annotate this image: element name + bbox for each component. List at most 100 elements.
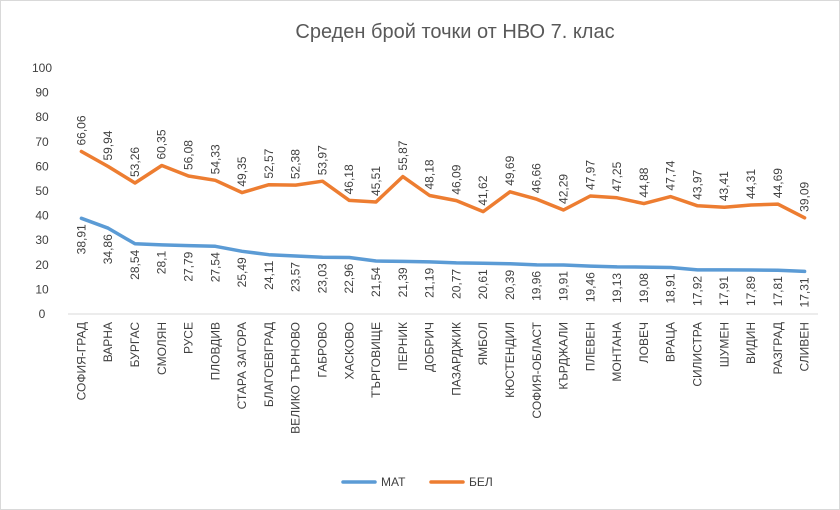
mat-data-label: 19,08 <box>637 273 651 303</box>
bel-data-label: 52,38 <box>289 149 303 179</box>
x-tick-label: ГАБРОВО <box>315 322 329 378</box>
y-axis: 0 10 20 30 40 50 60 70 80 90 100 <box>32 61 52 321</box>
mat-data-label: 22,96 <box>342 263 356 293</box>
x-tick-label: ВИДИН <box>744 322 758 364</box>
bel-data-label: 60,35 <box>155 129 169 159</box>
mat-data-label: 17,92 <box>690 276 704 306</box>
mat-data-label: 21,54 <box>369 267 383 297</box>
y-tick-label: 40 <box>35 209 49 223</box>
x-tick-label: РУСЕ <box>182 322 196 354</box>
x-tick-label: СМОЛЯН <box>155 322 169 375</box>
mat-data-label: 28,54 <box>128 249 142 279</box>
chart-title: Среден брой точки от НВО 7. клас <box>295 21 614 43</box>
mat-data-label: 24,11 <box>262 260 276 289</box>
bel-data-label: 47,97 <box>583 160 597 190</box>
bel-data-label: 48,18 <box>423 159 437 189</box>
mat-data-label: 28,1 <box>155 251 169 275</box>
legend: МАТ БЕЛ <box>341 475 493 489</box>
bel-data-label: 52,57 <box>262 148 276 178</box>
series-line <box>79 149 807 220</box>
x-axis: СОФИЯ-ГРАД ВАРНА БУРГАС СМОЛЯН РУСЕ ПЛОВДИВ СТ… <box>68 313 818 434</box>
mat-data-label: 17,31 <box>798 277 812 307</box>
bel-data-label: 66,06 <box>74 115 88 145</box>
mat-data-label: 19,46 <box>583 272 597 302</box>
mat-data-label: 20,77 <box>449 269 463 299</box>
mat-data-label: 20,39 <box>503 270 517 300</box>
bel-data-label: 53,97 <box>315 145 329 175</box>
bel-data-label: 43,41 <box>717 171 731 201</box>
mat-data-label: 23,03 <box>315 263 329 293</box>
bel-data-label: 47,25 <box>610 161 624 191</box>
y-tick-label: 50 <box>35 184 49 198</box>
x-tick-label: ТЪРГОВИЩЕ <box>369 322 383 398</box>
x-tick-label: КЪРДЖАЛИ <box>557 322 571 390</box>
mat-data-label: 27,54 <box>208 252 222 282</box>
bel-data-label: 55,87 <box>396 140 410 170</box>
bel-data-label: 49,35 <box>235 156 249 186</box>
mat-data-label: 20,61 <box>476 269 490 299</box>
mat-data-label: 18,91 <box>664 273 678 303</box>
x-tick-label: ШУМЕН <box>717 322 731 367</box>
x-tick-label: СЛИВЕН <box>798 322 812 371</box>
y-tick-label: 10 <box>35 282 49 296</box>
bel-data-label: 47,74 <box>664 160 678 190</box>
bel-data-label: 44,88 <box>637 167 651 197</box>
bel-data-label: 56,08 <box>182 140 196 170</box>
x-tick-label: ЯМБОЛ <box>476 322 490 365</box>
mat-data-label: 27,79 <box>182 251 196 281</box>
bel-data-label: 44,31 <box>744 169 758 199</box>
x-tick-label: ЛОВЕЧ <box>637 322 651 363</box>
y-tick-label: 80 <box>35 110 49 124</box>
bel-data-label: 46,18 <box>342 164 356 194</box>
legend-label: БЕЛ <box>469 475 493 489</box>
x-tick-label: СОФИЯ-ОБЛАСТ <box>530 321 544 418</box>
mat-data-label: 19,91 <box>557 271 571 301</box>
bel-data-label: 44,69 <box>771 168 785 198</box>
data-labels: 38,91 34,86 28,54 28,1 27,79 27,54 25,49 24,11 2… <box>74 115 811 307</box>
y-tick-label: 100 <box>32 61 52 75</box>
bel-data-label: 41,62 <box>476 175 490 205</box>
mat-data-label: 21,39 <box>396 267 410 297</box>
bel-data-label: 54,33 <box>208 144 222 174</box>
mat-data-label: 17,91 <box>717 276 731 306</box>
bel-data-label: 46,09 <box>449 164 463 194</box>
x-tick-label: ПЛЕВЕН <box>583 322 597 371</box>
x-tick-label: СОФИЯ-ГРАД <box>74 322 88 400</box>
x-tick-label: МОНТАНА <box>610 322 624 382</box>
x-tick-label: КЮСТЕНДИЛ <box>503 322 517 398</box>
mat-data-label: 17,81 <box>771 276 785 306</box>
y-tick-label: 60 <box>35 159 49 173</box>
x-tick-label: СИЛИСТРА <box>690 322 704 387</box>
bel-data-label: 46,66 <box>530 163 544 193</box>
y-tick-label: 20 <box>35 258 49 272</box>
mat-data-label: 19,13 <box>610 273 624 303</box>
x-tick-label: ХАСКОВО <box>342 322 356 380</box>
x-tick-label: ВРАЦА <box>664 322 678 362</box>
mat-data-label: 17,89 <box>744 276 758 306</box>
y-tick-label: 30 <box>35 233 49 247</box>
mat-data-label: 25,49 <box>235 257 249 287</box>
y-tick-label: 0 <box>39 307 46 321</box>
y-tick-label: 90 <box>35 86 49 100</box>
bel-data-label: 39,09 <box>798 181 812 211</box>
x-tick-label: РАЗГРАД <box>771 322 785 375</box>
x-tick-label: ВАРНА <box>101 322 115 362</box>
mat-data-label: 23,57 <box>289 262 303 292</box>
bel-data-label: 43,97 <box>690 169 704 199</box>
bel-data-label: 45,51 <box>369 166 383 196</box>
y-tick-label: 70 <box>35 135 49 149</box>
bel-data-label: 42,29 <box>557 174 571 204</box>
bel-data-label: 53,26 <box>128 147 142 177</box>
bel-data-label: 49,69 <box>503 155 517 185</box>
x-tick-label: ВЕЛИКО ТЪРНОВО <box>289 322 303 434</box>
mat-data-label: 38,91 <box>74 224 88 254</box>
x-tick-label: БЛАГОЕВГРАД <box>262 322 276 407</box>
x-tick-label: ПЕРНИК <box>396 322 410 371</box>
x-tick-label: СТАРА ЗАГОРА <box>235 322 249 409</box>
bel-data-label: 59,94 <box>101 130 115 160</box>
mat-data-label: 19,96 <box>530 271 544 301</box>
x-tick-label: ПАЗАРДЖИК <box>449 322 463 396</box>
legend-label: МАТ <box>381 475 406 489</box>
